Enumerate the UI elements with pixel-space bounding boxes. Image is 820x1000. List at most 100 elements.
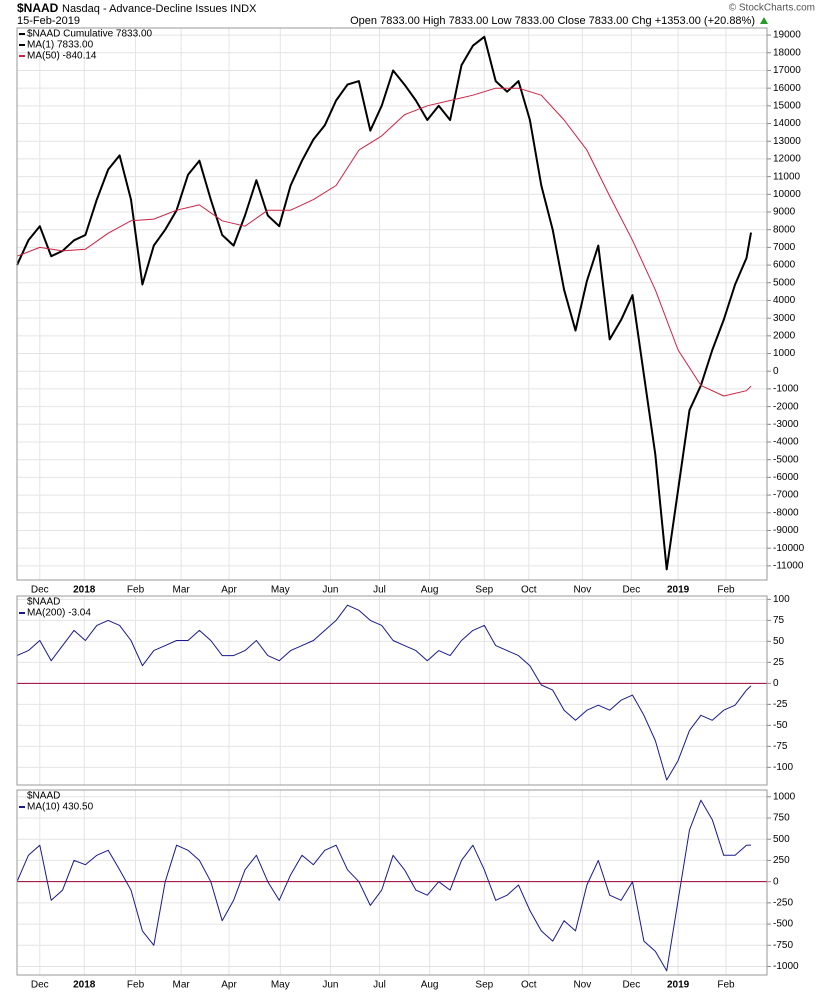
x-tick-label: May xyxy=(271,980,290,991)
panel-label: $NAAD xyxy=(27,597,60,608)
y-tick-label: 500 xyxy=(773,834,790,845)
y-tick-label: 4000 xyxy=(773,295,796,306)
y-tick-label: -750 xyxy=(773,940,793,951)
y-tick-label: 25 xyxy=(773,657,785,668)
y-tick-label: 5000 xyxy=(773,277,796,288)
x-tick-label: 2018 xyxy=(73,980,96,991)
y-tick-label: -1000 xyxy=(773,961,799,972)
y-tick-label: -11000 xyxy=(773,560,804,571)
y-tick-label: -5000 xyxy=(773,454,799,465)
y-tick-label: -25 xyxy=(773,699,788,710)
panel-label: $NAAD Cumulative 7833.00 xyxy=(27,29,153,40)
y-tick-label: -8000 xyxy=(773,507,799,518)
y-tick-label: -3000 xyxy=(773,419,799,430)
y-tick-label: -4000 xyxy=(773,437,799,448)
y-tick-label: -75 xyxy=(773,741,788,752)
x-tick-label: Feb xyxy=(717,585,735,596)
plot-frame xyxy=(16,595,768,786)
legend-label: MA(10) 430.50 xyxy=(27,802,94,813)
y-tick-label: 7000 xyxy=(773,242,796,253)
y-tick-label: 9000 xyxy=(773,207,796,218)
plot-frame xyxy=(16,27,768,581)
up-arrow xyxy=(760,17,768,24)
y-tick-label: 0 xyxy=(773,876,779,887)
y-tick-label: 10000 xyxy=(773,189,801,200)
y-tick-label: -7000 xyxy=(773,490,799,501)
x-tick-label: Aug xyxy=(421,585,439,596)
x-tick-label: Jun xyxy=(322,585,338,596)
y-tick-label: 1000 xyxy=(773,348,796,359)
date: 15-Feb-2019 xyxy=(17,15,80,27)
quote: Open 7833.00 High 7833.00 Low 7833.00 Cl… xyxy=(350,15,755,27)
x-tick-label: Feb xyxy=(717,980,735,991)
x-tick-label: Feb xyxy=(127,980,145,991)
y-tick-label: 1000 xyxy=(773,791,796,802)
y-tick-label: -250 xyxy=(773,898,793,909)
y-tick-label: 50 xyxy=(773,636,785,647)
legend-label: MA(50) -840.14 xyxy=(27,51,97,62)
x-tick-label: Dec xyxy=(622,585,640,596)
y-tick-label: 16000 xyxy=(773,83,801,94)
y-tick-label: 15000 xyxy=(773,100,801,111)
y-tick-label: -500 xyxy=(773,919,793,930)
source: © StockCharts.com xyxy=(729,3,815,14)
series-line xyxy=(16,35,752,571)
x-tick-label: Aug xyxy=(421,980,439,991)
x-tick-label: Apr xyxy=(221,980,237,991)
y-tick-label: -9000 xyxy=(773,525,799,536)
y-tick-label: 0 xyxy=(773,366,779,377)
y-tick-label: -100 xyxy=(773,762,793,773)
x-tick-label: Jul xyxy=(373,980,386,991)
y-tick-label: 3000 xyxy=(773,313,796,324)
x-tick-label: Dec xyxy=(622,980,640,991)
plot-frame xyxy=(16,789,768,976)
legend-label: MA(200) -3.04 xyxy=(27,608,91,619)
y-tick-label: 13000 xyxy=(773,136,801,147)
y-tick-label: 8000 xyxy=(773,224,796,235)
y-tick-label: 6000 xyxy=(773,260,796,271)
y-tick-label: 750 xyxy=(773,813,790,824)
series-line xyxy=(16,604,752,781)
chart-title: $NAAD xyxy=(17,1,59,15)
x-tick-label: Feb xyxy=(127,585,145,596)
x-tick-label: Sep xyxy=(475,585,493,596)
y-tick-label: 12000 xyxy=(773,154,801,165)
x-tick-label: 2019 xyxy=(667,980,690,991)
y-tick-label: -50 xyxy=(773,720,788,731)
x-tick-label: Apr xyxy=(221,585,237,596)
x-tick-label: 2018 xyxy=(73,585,96,596)
legend-label: MA(1) 7833.00 xyxy=(27,40,94,51)
x-tick-label: Jun xyxy=(322,980,338,991)
panel-label: $NAAD xyxy=(27,791,60,802)
y-tick-label: 75 xyxy=(773,615,785,626)
y-tick-label: 14000 xyxy=(773,118,801,129)
x-tick-label: Dec xyxy=(31,980,49,991)
y-tick-label: 2000 xyxy=(773,330,796,341)
chart-subtitle: Nasdaq - Advance-Decline Issues INDX xyxy=(62,3,257,15)
x-tick-label: Sep xyxy=(475,980,493,991)
x-tick-label: Nov xyxy=(573,585,591,596)
y-tick-label: 0 xyxy=(773,678,779,689)
x-tick-label: May xyxy=(271,585,290,596)
y-tick-label: 19000 xyxy=(773,30,801,41)
series-line xyxy=(16,799,752,972)
y-tick-label: 100 xyxy=(773,594,790,605)
x-tick-label: Dec xyxy=(31,585,49,596)
x-tick-label: 2019 xyxy=(667,585,690,596)
y-tick-label: 11000 xyxy=(773,171,801,182)
y-tick-label: 17000 xyxy=(773,65,801,76)
x-tick-label: Mar xyxy=(173,585,191,596)
x-tick-label: Nov xyxy=(573,980,591,991)
series-line xyxy=(16,87,752,397)
x-tick-label: Oct xyxy=(521,980,537,991)
x-tick-label: Oct xyxy=(521,585,537,596)
y-tick-label: 18000 xyxy=(773,47,801,58)
y-tick-label: -1000 xyxy=(773,384,799,395)
y-tick-label: 250 xyxy=(773,855,790,866)
x-tick-label: Mar xyxy=(173,980,191,991)
y-tick-label: -2000 xyxy=(773,401,799,412)
y-tick-label: -10000 xyxy=(773,543,805,554)
x-tick-label: Jul xyxy=(373,585,386,596)
